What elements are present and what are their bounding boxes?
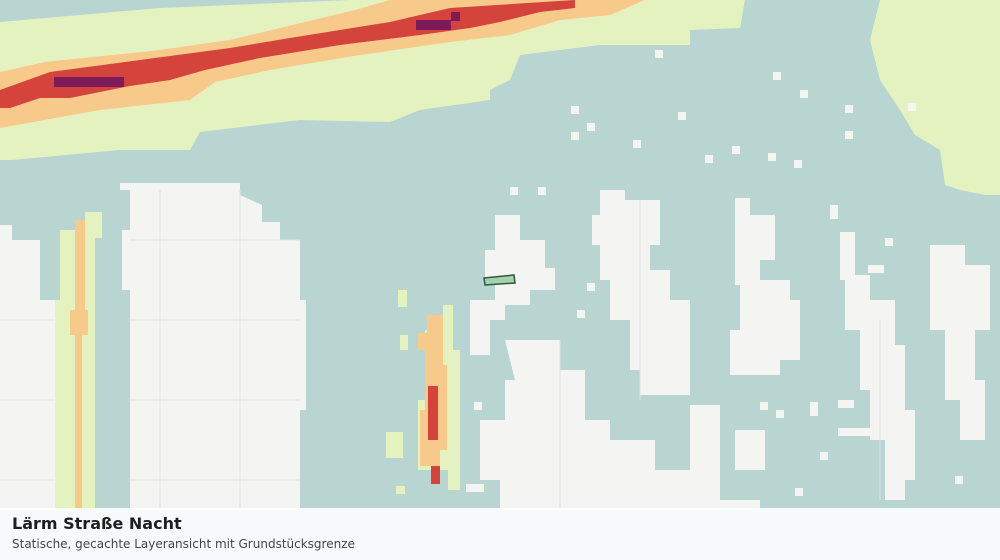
- noise-45db: [0, 0, 745, 160]
- map-subtitle: Statische, gecachte Layeransicht mit Gru…: [12, 537, 355, 551]
- low-noise-cells: [466, 50, 963, 496]
- noise-45db: [870, 0, 1000, 195]
- noise-75db: [54, 12, 460, 87]
- map-title: Lärm Straße Nacht: [12, 514, 182, 533]
- noise-55db: [0, 0, 645, 128]
- low-noise-areas: [0, 183, 990, 510]
- map-caption: Lärm Straße Nacht Statische, gecachte La…: [0, 508, 1000, 560]
- parcel-grid: [0, 190, 881, 510]
- noise-45db: [386, 290, 408, 494]
- parcel-boundary: [483, 274, 516, 286]
- noise-65db: [428, 386, 440, 484]
- noise-55db: [70, 220, 88, 510]
